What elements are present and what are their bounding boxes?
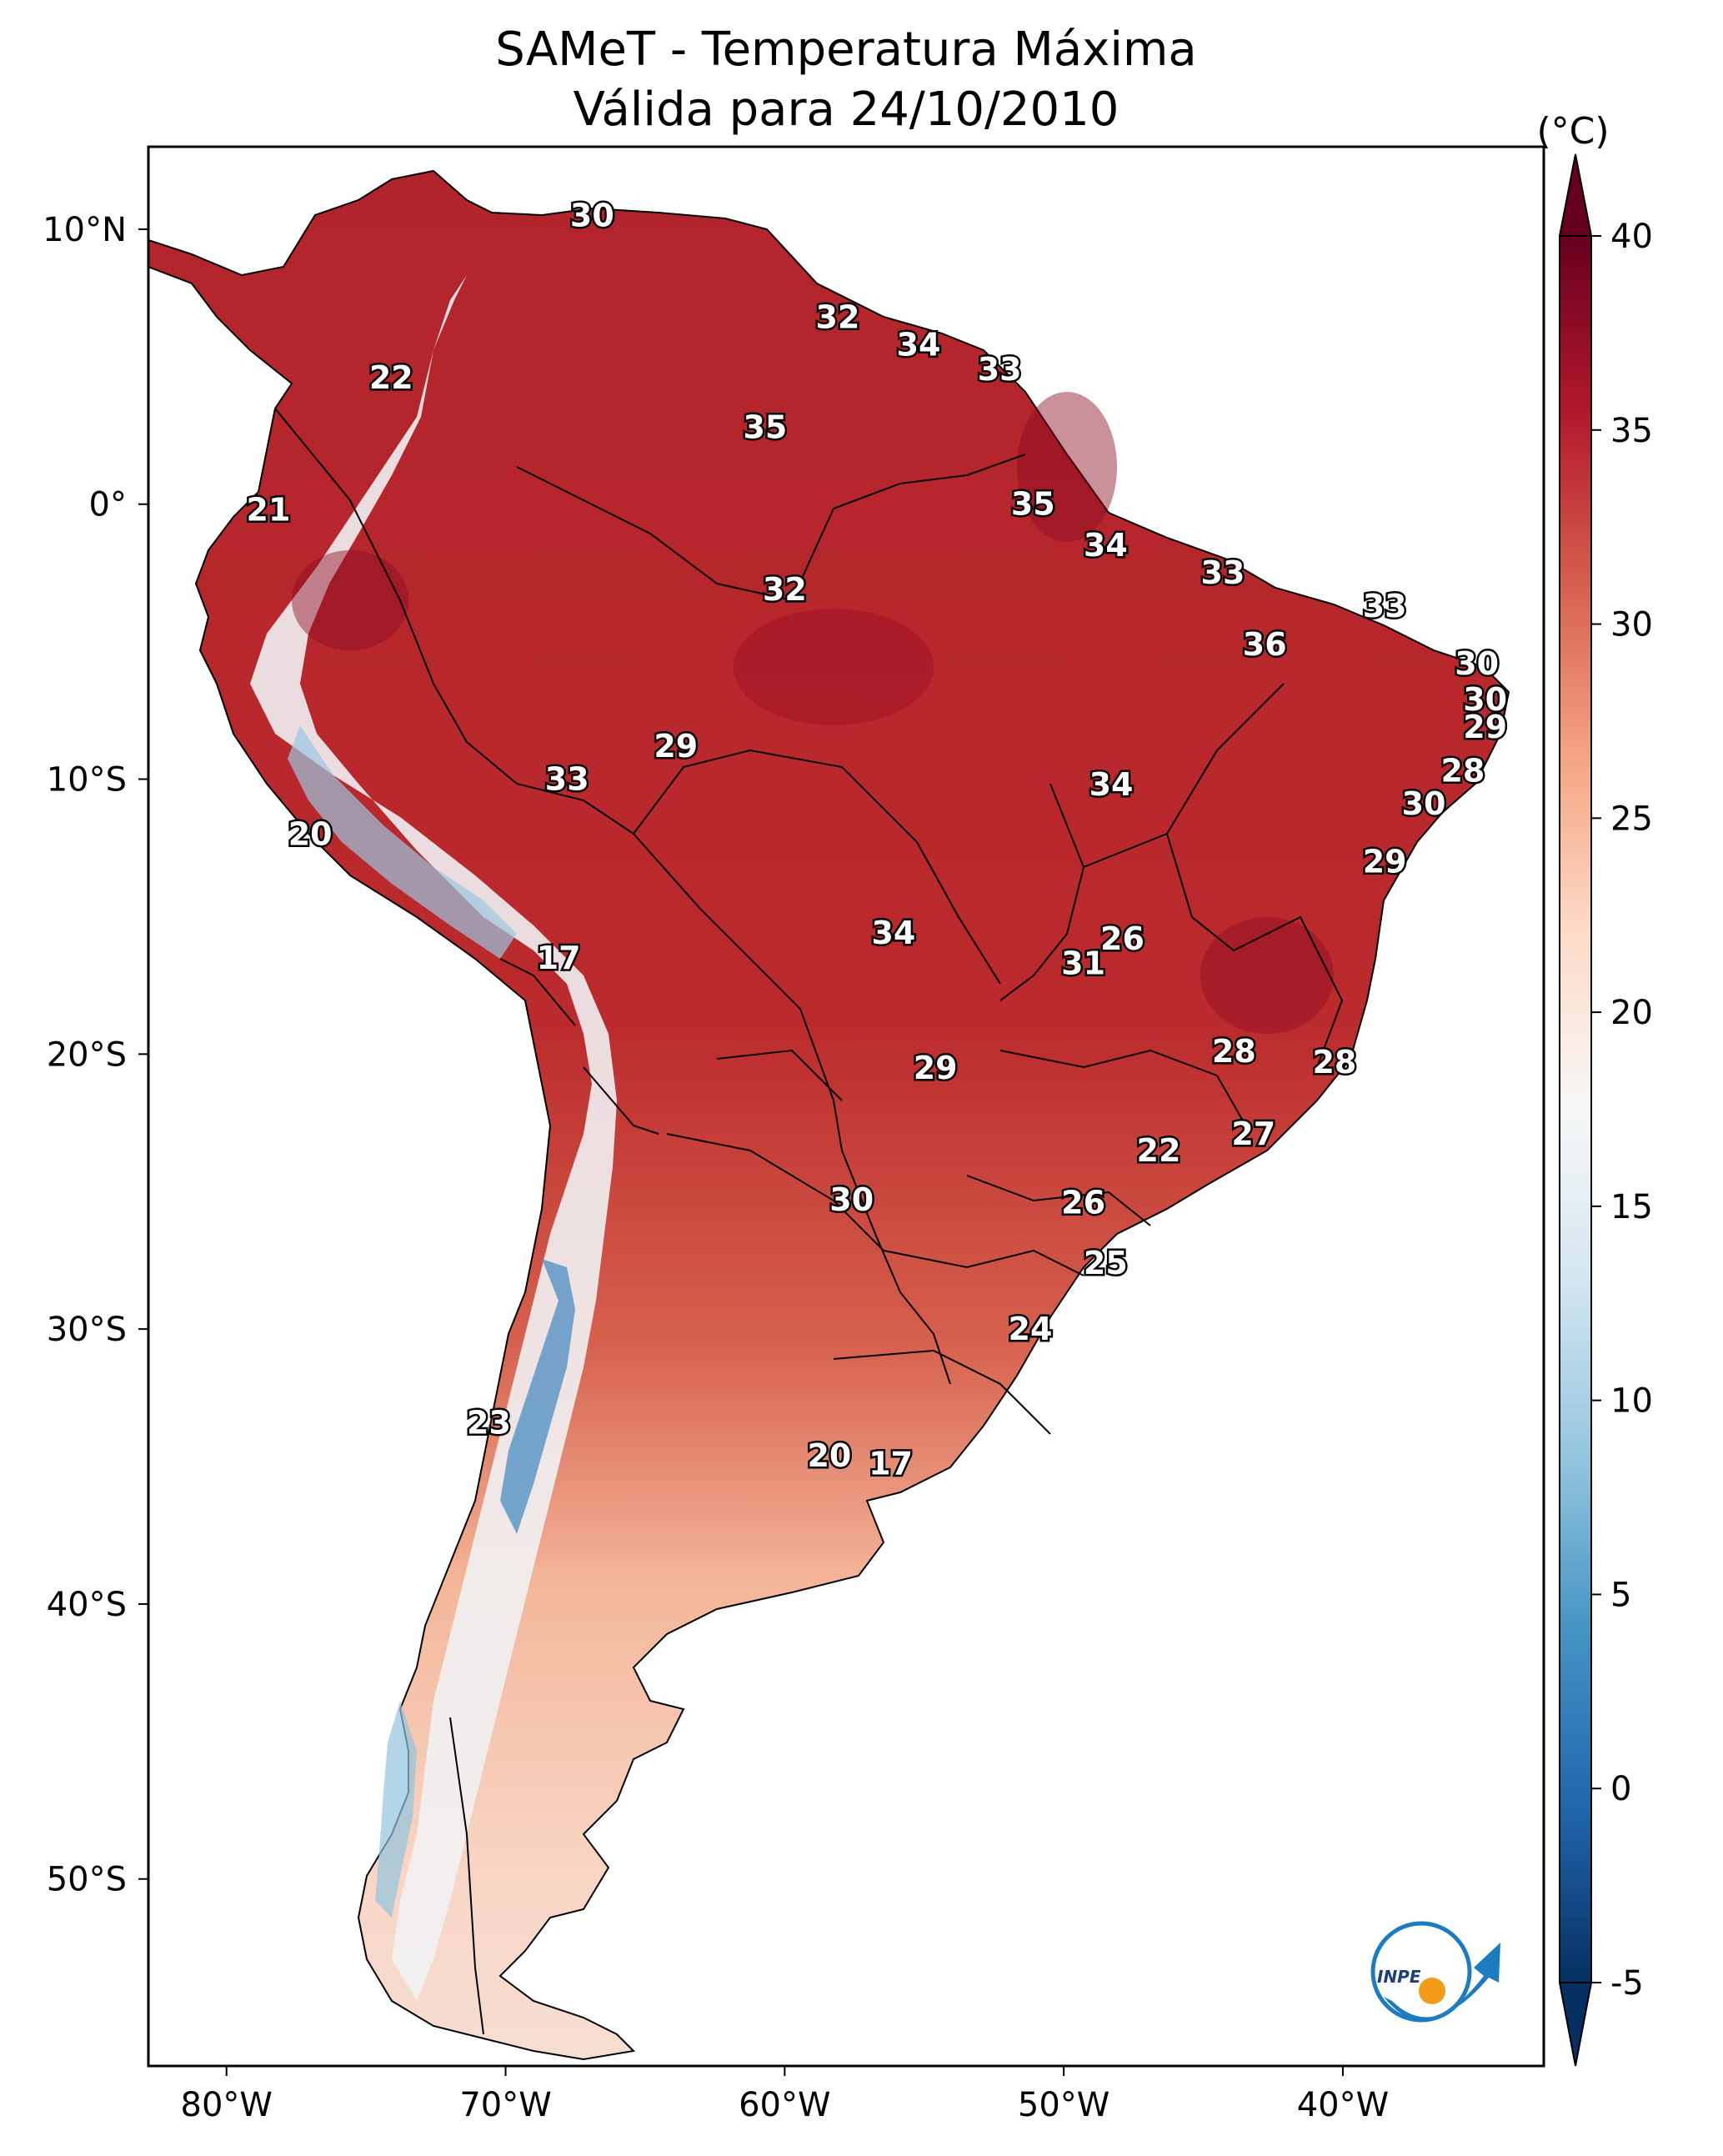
city-value-label: 35 <box>743 409 787 445</box>
city-value-label: 34 <box>871 915 915 951</box>
logo-orb-icon <box>1419 1978 1445 2004</box>
city-value-label: 35 <box>1011 486 1055 523</box>
colorbar-tick-label: 30 <box>1610 606 1653 644</box>
city-value-label: 33 <box>1201 554 1245 591</box>
lon-tick-label: 80°W <box>181 2086 273 2124</box>
colorbar-tick-label: -5 <box>1610 1964 1644 2003</box>
patagonia-ice <box>375 1701 417 1918</box>
city-value-label: 17 <box>869 1446 913 1482</box>
city-value-label: 33 <box>545 761 589 798</box>
hot-spot <box>1200 917 1334 1034</box>
colorbar-tick-label: 35 <box>1610 412 1653 450</box>
lat-tick-label: 10°N <box>43 211 127 249</box>
city-value-label: 33 <box>1363 588 1407 624</box>
city-value-label: 33 <box>978 351 1022 388</box>
inpe-logo: INPE <box>1370 1921 1500 2023</box>
lat-tick-label: 40°S <box>47 1586 127 1624</box>
logo-ring-icon <box>1370 1921 1472 2023</box>
city-value-label: 28 <box>1312 1044 1356 1081</box>
lon-tick-label: 40°W <box>1297 2086 1389 2124</box>
city-value-label: 30 <box>1463 681 1507 718</box>
city-value-label: 20 <box>288 815 333 852</box>
city-value-label: 26 <box>1061 1184 1105 1221</box>
city-value-label: 30 <box>1455 645 1499 682</box>
colorbar-tick-label: 15 <box>1610 1188 1653 1226</box>
colorbar-tick-label: 20 <box>1610 994 1653 1032</box>
city-value-label: 30 <box>570 197 614 233</box>
colorbar-ticks: 40 35 30 25 20 15 10 5 0 -5 <box>1591 218 1653 2003</box>
city-value-label: 22 <box>369 359 413 396</box>
lon-tick-label: 70°W <box>459 2086 551 2124</box>
city-value-label: 29 <box>1463 709 1507 745</box>
colorbar-unit: (°C) <box>1536 110 1609 153</box>
andes-cold-band <box>250 275 617 2001</box>
hot-spot <box>292 550 408 650</box>
hot-spot <box>734 609 934 725</box>
city-value-label: 34 <box>897 326 941 363</box>
city-value-label: 22 <box>1137 1132 1181 1169</box>
colorbar-tick-label: 5 <box>1610 1576 1631 1614</box>
logo-text: INPE <box>1377 1967 1421 1987</box>
city-value-label: 28 <box>1440 753 1485 790</box>
country-borders <box>274 408 1344 2035</box>
city-value-label: 29 <box>654 728 698 765</box>
city-value-label: 25 <box>1084 1245 1128 1281</box>
city-value-label: 26 <box>1100 920 1144 957</box>
colorbar-max-arrow <box>1558 153 1593 237</box>
city-value-label: 29 <box>1363 843 1407 880</box>
city-value-label: 34 <box>1089 766 1134 803</box>
colorbar-scale <box>1559 235 1592 1983</box>
city-value-label: 36 <box>1243 626 1287 663</box>
map-frame <box>147 145 1545 2068</box>
city-value-label: 32 <box>763 571 807 608</box>
colorbar-tick-label: 0 <box>1610 1770 1631 1808</box>
lon-tick-label: 50°W <box>1018 2086 1109 2124</box>
city-value-label: 28 <box>1212 1033 1256 1070</box>
peru-highlands <box>288 725 517 959</box>
colorbar-tick-label: 25 <box>1610 800 1653 838</box>
city-value-label: 17 <box>537 940 581 976</box>
lat-tick-label: 50°S <box>47 1861 127 1899</box>
colorbar-min-arrow <box>1558 1982 1593 2067</box>
latitude-axis: 10°N 0° 10°S 20°S 30°S 40°S 50°S <box>43 211 148 1899</box>
city-value-label: 30 <box>829 1181 874 1218</box>
colorbar: (°C) 40 35 30 25 20 15 10 5 0 -5 <box>1536 110 1653 2067</box>
colorbar-tick-label: 40 <box>1610 218 1653 256</box>
city-value-label: 30 <box>1402 785 1446 822</box>
map-subtitle: Válida para 24/10/2010 <box>573 83 1119 137</box>
colorbar-tick-label: 10 <box>1610 1382 1653 1421</box>
hot-spot <box>1017 392 1117 542</box>
city-value-label: 31 <box>1061 945 1105 982</box>
city-value-label: 27 <box>1231 1116 1275 1152</box>
map-panel <box>148 147 1544 2066</box>
lat-tick-label: 10°S <box>47 761 127 800</box>
city-value-label: 34 <box>1084 527 1128 564</box>
lat-tick-label: 0° <box>89 486 127 524</box>
longitude-axis: 80°W 70°W 60°W 50°W 40°W <box>181 2066 1389 2124</box>
city-value-label: 24 <box>1009 1311 1053 1347</box>
city-value-label: 21 <box>247 491 291 528</box>
city-value-label: 29 <box>914 1050 958 1086</box>
lat-tick-label: 30°S <box>47 1311 127 1349</box>
city-value-label: 23 <box>467 1404 511 1441</box>
lat-tick-label: 20°S <box>47 1035 127 1074</box>
city-value-label: 20 <box>807 1437 851 1474</box>
lon-tick-label: 60°W <box>739 2086 830 2124</box>
map-title: SAMeT - Temperatura Máxima <box>495 23 1197 77</box>
city-value-label: 32 <box>816 298 860 335</box>
andes-blue-core <box>500 1259 575 1534</box>
